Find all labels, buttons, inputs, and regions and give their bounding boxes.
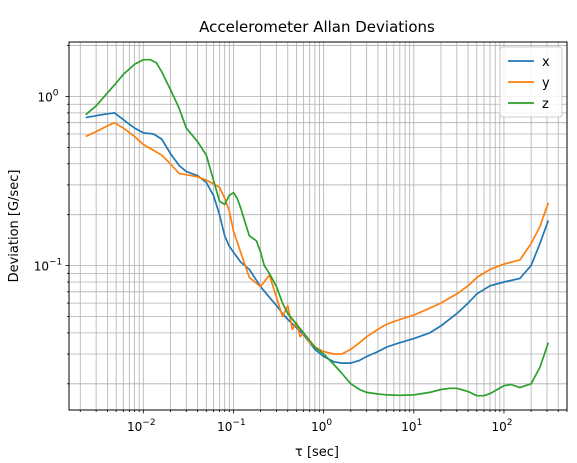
x-tick-label: 10−2 — [127, 418, 156, 434]
series-lines — [85, 58, 550, 397]
series-line-z — [85, 58, 550, 397]
legend-label-z: z — [542, 97, 549, 112]
legend: xyz — [499, 46, 563, 118]
chart-title: Accelerometer Allan Deviations — [199, 18, 435, 36]
x-axis-label: τ [sec] — [295, 445, 339, 460]
x-tick-label: 100 — [311, 418, 332, 434]
x-tick-label: 102 — [491, 418, 512, 434]
series-line-y — [85, 121, 550, 355]
legend-label-x: x — [542, 55, 550, 70]
axis-ticks: 10−2 10−1 100 101 102 10−1 100 — [34, 45, 568, 434]
legend-label-y: y — [542, 76, 550, 91]
grid — [69, 42, 568, 410]
x-tick-label: 10−1 — [217, 418, 246, 434]
y-tick-label: 10−1 — [34, 258, 63, 274]
y-tick-label: 100 — [37, 88, 58, 104]
plot-frame — [68, 41, 568, 411]
x-tick-label: 101 — [401, 418, 422, 434]
series-line-x — [85, 112, 550, 364]
y-axis-label: Deviation [G/sec] — [7, 170, 22, 283]
